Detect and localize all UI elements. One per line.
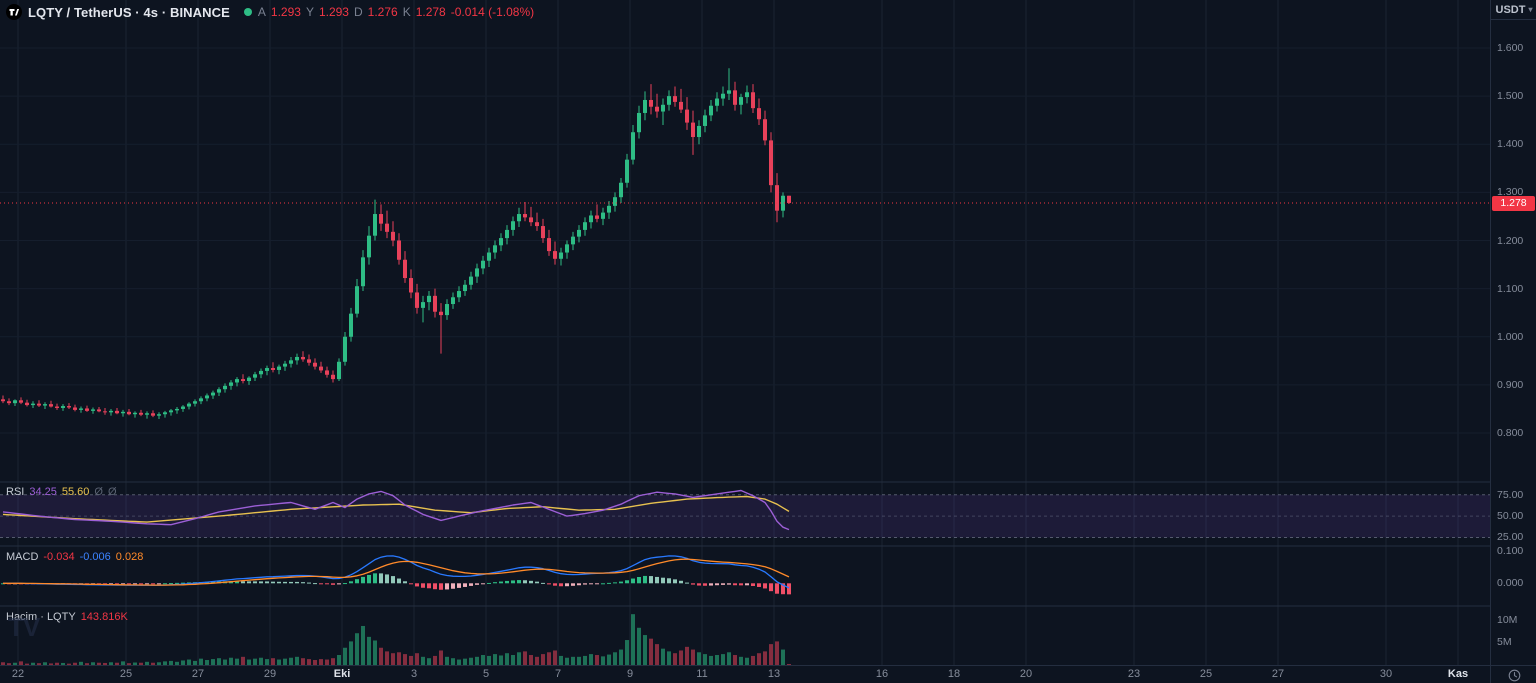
time-tick-label: 13 [767, 668, 781, 680]
price-tick-label: 1.200 [1497, 234, 1524, 247]
open-label: A [257, 5, 266, 19]
rsi-legend: RSI 34.25 55.60 Ø Ø [6, 486, 117, 498]
change-value: -0.014 (-1.08%) [450, 5, 535, 19]
time-tick-label: 20 [1019, 668, 1033, 680]
price-tick-label: 1.000 [1497, 330, 1524, 343]
time-tick-label: 9 [626, 668, 634, 680]
time-tick-label: Kas [1447, 668, 1469, 680]
price-tick-label: 1.500 [1497, 90, 1524, 103]
time-tick-label: 7 [554, 668, 562, 680]
volume-value: 143.816K [80, 611, 128, 623]
volume-tick-label: 5M [1497, 636, 1512, 649]
macd-tick-label: 0.000 [1497, 577, 1524, 590]
chart-canvas [0, 0, 1490, 665]
rsi-tick-label: 75.00 [1497, 488, 1524, 501]
price-tick-label: 0.800 [1497, 427, 1524, 439]
tradingview-logo-icon[interactable] [6, 4, 22, 20]
rsi-title[interactable]: RSI [6, 486, 25, 498]
open-value: 1.293 [270, 5, 301, 19]
time-axis[interactable]: 22 25 27 29 Eki 3 5 7 9 11 13 16 18 20 23 25 27 30 Kas [0, 665, 1490, 683]
volume-title[interactable]: Hacim · LQTY [6, 611, 76, 623]
low-value: 1.276 [367, 5, 398, 19]
rsi-tick-label: 50.00 [1497, 510, 1524, 523]
price-tick-label: 1.100 [1497, 282, 1524, 295]
volume-legend: Hacim · LQTY 143.816K [6, 611, 128, 623]
volume-tick-label: 10M [1497, 613, 1518, 626]
time-tick-label: 3 [410, 668, 418, 680]
tradingview-watermark: TV [8, 612, 40, 642]
rsi-ma-value: 55.60 [61, 486, 90, 498]
time-tick-label: 27 [1271, 668, 1285, 680]
price-tick-label: 1.600 [1497, 42, 1524, 54]
time-tick-label: 22 [11, 668, 25, 680]
currency-label: USDT [1495, 3, 1526, 16]
macd-tick-label: 0.100 [1497, 544, 1524, 557]
time-tick-label: 23 [1127, 668, 1141, 680]
rsi-tick-label: 25.00 [1497, 531, 1524, 544]
close-label: K [402, 5, 411, 19]
price-tick-label: 1.400 [1497, 138, 1524, 151]
time-tick-label: 30 [1379, 668, 1393, 680]
high-label: Y [305, 5, 314, 19]
currency-selector[interactable]: USDT ▾ [1491, 0, 1536, 20]
time-tick-label: 29 [263, 668, 277, 680]
close-value: 1.278 [415, 5, 446, 19]
last-price-tag: 1.278 [1492, 195, 1535, 211]
macd-title[interactable]: MACD [6, 551, 39, 563]
macd-hist-value: -0.034 [43, 551, 75, 563]
rsi-value: 34.25 [29, 486, 57, 498]
market-status-icon [243, 8, 252, 16]
high-value: 1.293 [318, 5, 349, 19]
crossed-circle-icon[interactable]: Ø [94, 486, 103, 498]
ohlc-values: A 1.293 Y 1.293 D 1.276 K 1.278 -0.014 (-1.0… [258, 5, 534, 19]
time-tick-label: Eki [333, 668, 351, 680]
time-tick-label: 25 [1199, 668, 1213, 680]
time-tick-label: 11 [696, 668, 708, 680]
time-tick-label: 25 [119, 668, 133, 680]
price-tick-label: 1.300 [1497, 186, 1524, 199]
chevron-down-icon: ▾ [1528, 5, 1533, 14]
clock-icon [1508, 669, 1520, 681]
time-tick-label: 5 [482, 668, 490, 680]
timezone-clock-button[interactable] [1490, 665, 1536, 683]
macd-signal-value: 0.028 [115, 551, 144, 563]
macd-legend: MACD -0.034 -0.006 0.028 [6, 551, 143, 563]
time-tick-label: 16 [875, 668, 889, 680]
price-axis[interactable]: USDT ▾ 1.600 1.500 1.400 1.300 1.200 1.100 1.0… [1490, 0, 1536, 665]
time-tick-label: 27 [191, 668, 205, 680]
symbol-title[interactable]: LQTY / TetherUS · 4s · BINANCE [28, 4, 230, 20]
low-label: D [353, 5, 363, 19]
time-tick-label: 18 [947, 668, 961, 680]
price-tick-label: 0.900 [1497, 378, 1524, 391]
macd-line-value: -0.006 [79, 551, 111, 563]
crossed-circle-icon[interactable]: Ø [107, 486, 117, 498]
